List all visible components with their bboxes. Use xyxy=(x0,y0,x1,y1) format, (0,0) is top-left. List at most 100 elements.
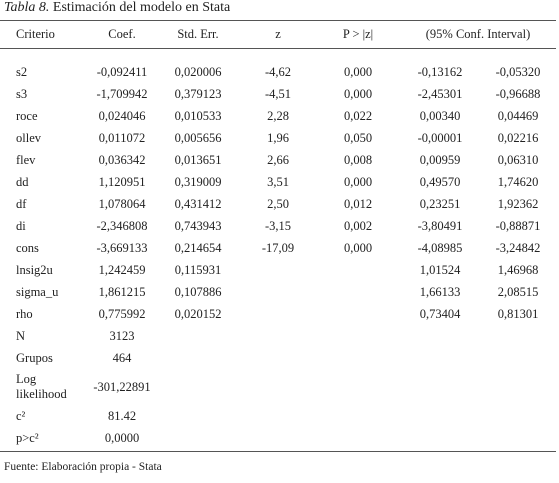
table-row: roce 0,024046 0,010533 2,28 0,022 0,00340 0,04… xyxy=(0,105,556,127)
cell: 1,078064 xyxy=(98,196,146,211)
cell xyxy=(156,347,240,369)
header-cell: (95% Conf. Interval) xyxy=(425,27,531,41)
cell: 2,66 xyxy=(267,152,289,167)
cell xyxy=(240,281,316,303)
cell: -0,092411 xyxy=(96,64,148,79)
cell: 0,73404 xyxy=(419,306,461,321)
cell: 1,242459 xyxy=(98,262,146,277)
cell xyxy=(316,347,400,369)
table-row: flev 0,036342 0,013651 2,66 0,008 0,00959 0,06… xyxy=(0,149,556,171)
cell: 0,000 xyxy=(343,240,373,255)
cell: 0,431412 xyxy=(174,196,222,211)
cell: 2,50 xyxy=(267,196,289,211)
cell: 81.42 xyxy=(107,408,137,423)
cell xyxy=(316,405,400,427)
table-row: lnsig2u 1,242459 0,115931 1,01524 1,46968 xyxy=(0,259,556,281)
cell: -0,96688 xyxy=(495,86,541,101)
cell xyxy=(316,369,400,405)
header-cell: Std. Err. xyxy=(177,27,219,41)
table-row: Log likelihood -301,22891 xyxy=(0,369,556,405)
row-label: N xyxy=(16,328,26,343)
cell: -1,709942 xyxy=(96,86,148,101)
table-body: s2 -0,092411 0,020006 -4,62 0,000 -0,13162 -0,… xyxy=(0,49,557,452)
cell xyxy=(400,405,480,427)
cell: 0,000 xyxy=(343,174,373,189)
cell xyxy=(240,259,316,281)
header-cell: Coef. xyxy=(108,27,136,41)
cell: 0,775992 xyxy=(98,306,146,321)
row-label: Grupos xyxy=(16,350,53,365)
cell: -17,09 xyxy=(261,240,295,255)
table-row: p>c² 0,0000 xyxy=(0,427,556,452)
table-row: N 3123 xyxy=(0,325,556,347)
cell: 0,000 xyxy=(343,64,373,79)
cell xyxy=(316,259,400,281)
cell: -4,62 xyxy=(264,64,292,79)
cell: -0,88871 xyxy=(495,218,541,233)
cell: 0,743943 xyxy=(174,218,222,233)
cell: -0,00001 xyxy=(417,130,463,145)
cell: 1,66133 xyxy=(419,284,461,299)
cell xyxy=(156,427,240,452)
cell: 0,81301 xyxy=(497,306,539,321)
cell: 2,08515 xyxy=(497,284,539,299)
table-row: di -2,346808 0,743943 -3,15 0,002 -3,80491 -0,… xyxy=(0,215,556,237)
table-caption: Estimación del modelo en Stata xyxy=(52,0,231,15)
cell: 1,861215 xyxy=(98,284,146,299)
cell: 0,0000 xyxy=(104,430,140,445)
table-label: Tabla 8. xyxy=(4,0,50,15)
cell: 0,02216 xyxy=(497,130,539,145)
results-table: Criterio Coef. Std. Err. z P > |z| (95% Conf.… xyxy=(0,20,557,452)
cell: 0,013651 xyxy=(174,152,222,167)
cell: -4,08985 xyxy=(417,240,463,255)
cell: 0,214654 xyxy=(174,240,222,255)
cell: -2,346808 xyxy=(96,218,148,233)
cell: 2,28 xyxy=(267,108,289,123)
row-label: flev xyxy=(16,152,36,167)
cell: 464 xyxy=(112,350,132,365)
row-label: dd xyxy=(16,174,29,189)
table-row: ollev 0,011072 0,005656 1,96 0,050 -0,00001 0,… xyxy=(0,127,556,149)
cell xyxy=(480,347,556,369)
cell xyxy=(316,427,400,452)
cell: 0,020006 xyxy=(174,64,222,79)
row-label: ollev xyxy=(16,130,41,145)
cell xyxy=(400,427,480,452)
cell: 0,000 xyxy=(343,86,373,101)
table-row: sigma_u 1,861215 0,107886 1,66133 2,08515 xyxy=(0,281,556,303)
row-label: rho xyxy=(16,306,33,321)
row-label: Log likelihood xyxy=(16,372,67,401)
table-row: Grupos 464 xyxy=(0,347,556,369)
header-row: Criterio Coef. Std. Err. z P > |z| (95% Conf.… xyxy=(0,20,557,49)
cell: 0,005656 xyxy=(174,130,222,145)
table-row: dd 1,120951 0,319009 3,51 0,000 0,49570 1,7462… xyxy=(0,171,556,193)
row-label: di xyxy=(16,218,26,233)
table-row: cons -3,669133 0,214654 -17,09 0,000 -4,08985… xyxy=(0,237,556,259)
table-row: s3 -1,709942 0,379123 -4,51 0,000 -2,45301 -0,… xyxy=(0,83,556,105)
cell xyxy=(400,325,480,347)
cell xyxy=(480,427,556,452)
row-label: p>c² xyxy=(16,430,39,445)
cell: 0,008 xyxy=(343,152,373,167)
cell: 0,012 xyxy=(343,196,373,211)
cell: 1,92362 xyxy=(497,196,539,211)
cell xyxy=(400,369,480,405)
cell: 0,011072 xyxy=(98,130,146,145)
cell: -0,13162 xyxy=(417,64,463,79)
cell: -3,24842 xyxy=(495,240,541,255)
cell: 0,319009 xyxy=(174,174,222,189)
cell: -301,22891 xyxy=(93,379,151,394)
cell xyxy=(480,325,556,347)
cell: 0,379123 xyxy=(174,86,222,101)
cell xyxy=(316,281,400,303)
row-label: s3 xyxy=(16,86,28,101)
cell: 1,01524 xyxy=(419,262,461,277)
cell xyxy=(480,405,556,427)
row-label: roce xyxy=(16,108,38,123)
cell: 0,020152 xyxy=(174,306,222,321)
cell xyxy=(240,303,316,325)
header-cell: P > |z| xyxy=(342,27,374,41)
cell: 0,06310 xyxy=(497,152,539,167)
cell xyxy=(240,369,316,405)
